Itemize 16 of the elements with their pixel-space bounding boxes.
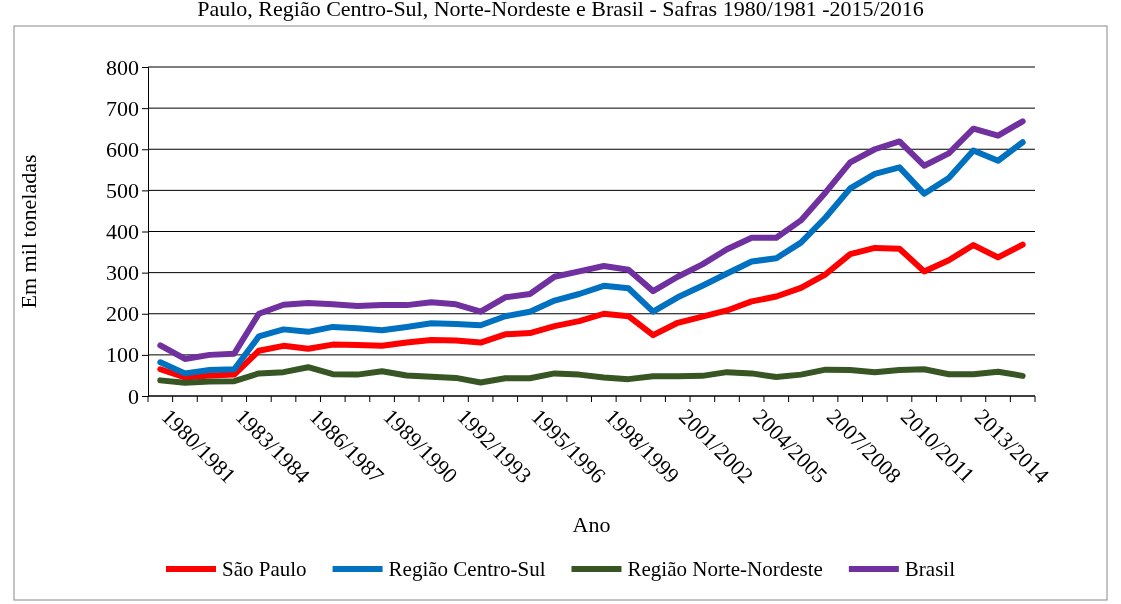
legend-label: Brasil	[904, 557, 956, 581]
y-tick-label: 500	[106, 177, 139, 203]
y-axis-title: Em mil toneladas	[16, 154, 41, 309]
legend-label: São Paulo	[221, 557, 307, 581]
y-tick-label: 100	[106, 342, 139, 368]
legend-label: Região Norte-Nordeste	[627, 557, 823, 581]
y-tick-label: 300	[106, 260, 139, 286]
y-tick-label: 700	[106, 95, 139, 121]
legend-label: Região Centro-Sul	[388, 557, 546, 581]
y-tick-label: 800	[106, 54, 139, 80]
x-axis-title: Ano	[572, 512, 611, 537]
y-tick-label: 400	[106, 219, 139, 245]
y-tick-label: 0	[128, 383, 139, 409]
chart-title: Paulo, Região Centro-Sul, Norte-Nordeste e Brasil - Safras 1980/1981 -2015/2016	[197, 0, 924, 21]
y-tick-label: 200	[106, 301, 139, 327]
y-tick-label: 600	[106, 136, 139, 162]
